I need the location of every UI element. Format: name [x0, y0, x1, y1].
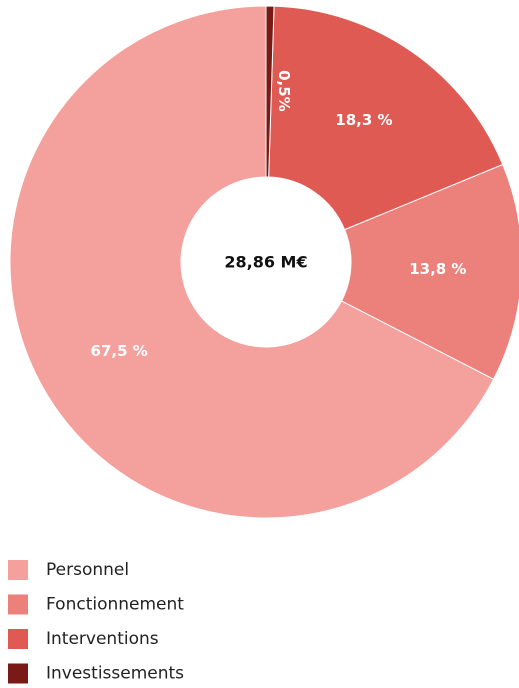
- legend-label: Personnel: [46, 560, 129, 580]
- legend-label: Investissements: [46, 664, 184, 684]
- slice-label: 18,3 %: [335, 111, 392, 129]
- legend-swatch: [8, 560, 28, 580]
- legend-label: Interventions: [46, 629, 159, 649]
- legend-swatch: [8, 663, 28, 684]
- legend-swatch: [8, 594, 28, 615]
- slice: [265, 5, 275, 178]
- slice-label: 13,8 %: [409, 260, 466, 278]
- center-label: 28,86 M€: [224, 253, 307, 272]
- slice-label: 67,5 %: [91, 342, 148, 360]
- legend-label: Fonctionnement: [46, 595, 184, 615]
- slice-label: 0,5%: [275, 70, 293, 112]
- legend-swatch: [8, 629, 28, 649]
- slice: [268, 5, 504, 231]
- slice: [9, 5, 495, 519]
